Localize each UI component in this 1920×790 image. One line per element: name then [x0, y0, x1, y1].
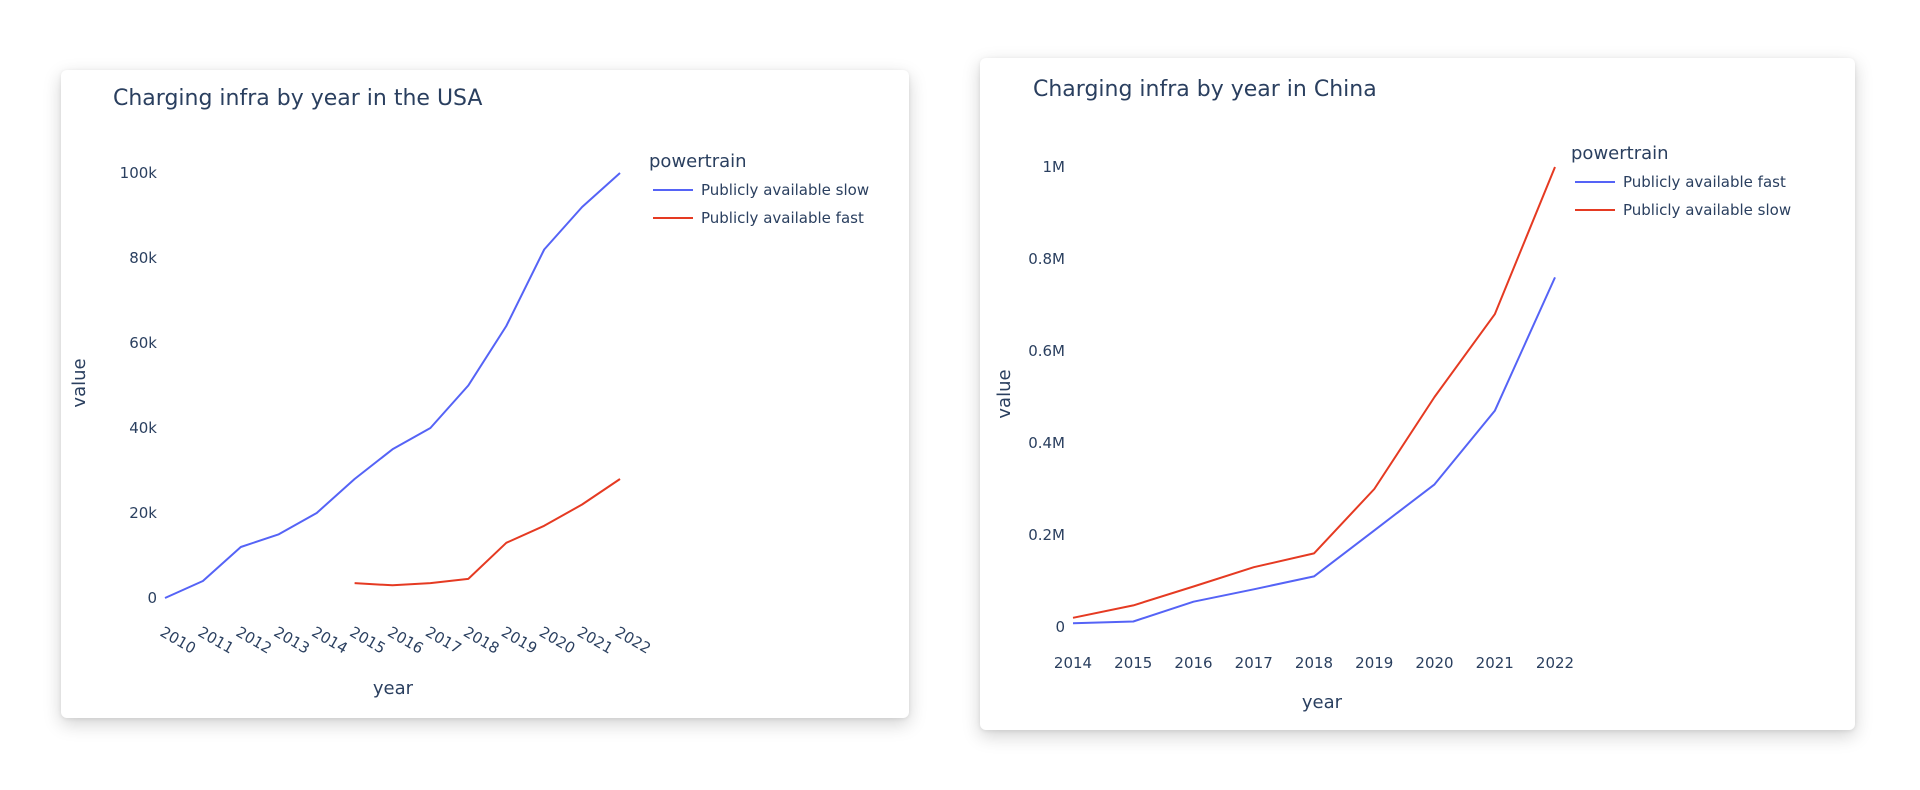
y-axis-title: value — [994, 369, 1015, 418]
series-line-1 — [354, 478, 621, 587]
y-tick-label: 0.8M — [1028, 250, 1065, 268]
series-line-0 — [1072, 276, 1556, 625]
y-tick-label: 1M — [1043, 158, 1066, 176]
x-tick-label: 2022 — [612, 623, 654, 658]
x-tick-label: 2010 — [157, 623, 199, 658]
y-tick-label: 0.6M — [1028, 342, 1065, 360]
x-tick-label: 2021 — [574, 623, 616, 658]
x-tick-label: 2020 — [1415, 654, 1453, 672]
legend-item: Publicly available slow — [1623, 201, 1791, 219]
y-tick-label: 0.2M — [1028, 526, 1065, 544]
x-tick-label: 2013 — [271, 623, 313, 658]
china-chart-card: Charging infra by year in China 0 0.2M 0.4M… — [980, 58, 1855, 730]
x-tick-label: 2016 — [1174, 654, 1212, 672]
y-tick-label: 40k — [129, 419, 157, 437]
x-tick-label: 2015 — [347, 623, 389, 658]
x-tick-label: 2018 — [1295, 654, 1333, 672]
legend-title: powertrain — [649, 151, 747, 172]
series-line-0 — [164, 172, 621, 599]
y-tick-label: 100k — [120, 164, 158, 182]
china-chart: Charging infra by year in China 0 0.2M 0.4M… — [994, 77, 1791, 713]
x-tick-label: 2011 — [195, 623, 237, 658]
y-tick-label: 20k — [129, 504, 157, 522]
legend-item: Publicly available slow — [701, 181, 869, 199]
x-tick-label: 2022 — [1536, 654, 1574, 672]
x-axis-title: year — [373, 678, 414, 699]
legend-title: powertrain — [1571, 143, 1669, 164]
x-tick-label: 2012 — [233, 623, 275, 658]
x-tick-label: 2014 — [1054, 654, 1092, 672]
x-tick-label: 2017 — [1235, 654, 1273, 672]
x-tick-label: 2016 — [385, 623, 427, 658]
x-tick-label: 2019 — [1355, 654, 1393, 672]
x-tick-label: 2014 — [309, 623, 351, 658]
legend-item: Publicly available fast — [1623, 173, 1786, 191]
legend-item: Publicly available fast — [701, 209, 864, 227]
y-axis-title: value — [69, 358, 90, 407]
y-tick-label: 0 — [1055, 618, 1065, 636]
x-tick-label: 2020 — [536, 623, 578, 658]
usa-chart-card: Charging infra by year in the USA 0 20k 40k… — [61, 70, 909, 718]
x-tick-label: 2018 — [460, 623, 502, 658]
x-tick-label: 2021 — [1476, 654, 1514, 672]
x-tick-label: 2017 — [422, 623, 464, 658]
y-tick-label: 60k — [129, 334, 157, 352]
y-tick-label: 0.4M — [1028, 434, 1065, 452]
usa-chart: Charging infra by year in the USA 0 20k 40k… — [69, 86, 869, 699]
y-tick-label: 80k — [129, 249, 157, 267]
y-tick-label: 0 — [147, 589, 157, 607]
series-line-1 — [1072, 166, 1556, 619]
x-axis-title: year — [1302, 692, 1343, 713]
x-tick-label: 2015 — [1114, 654, 1152, 672]
x-tick-label: 2019 — [498, 623, 540, 658]
chart-title: Charging infra by year in the USA — [113, 86, 482, 111]
chart-title: Charging infra by year in China — [1033, 77, 1377, 102]
